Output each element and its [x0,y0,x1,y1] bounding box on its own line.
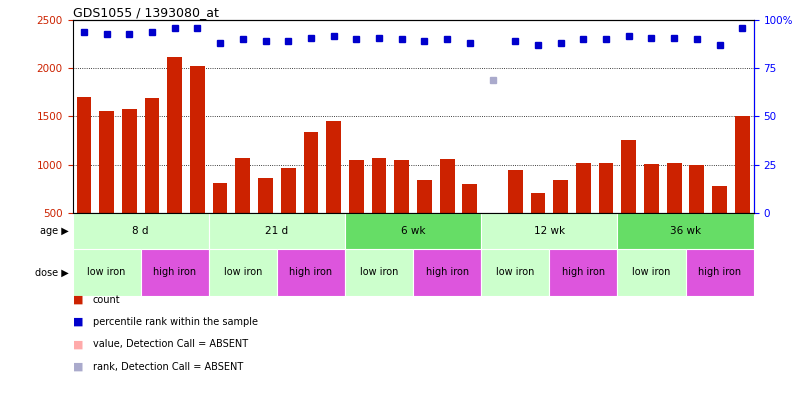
Text: GDS1055 / 1393080_at: GDS1055 / 1393080_at [73,6,218,19]
Bar [644,164,659,213]
Text: ■: ■ [73,362,83,371]
Bar [689,164,704,213]
Bar [209,213,345,249]
Text: percentile rank within the sample: percentile rank within the sample [93,317,258,327]
Bar [140,249,209,296]
Bar [485,213,500,255]
Bar [599,163,613,213]
Text: age ▶: age ▶ [39,226,69,236]
Text: high iron: high iron [562,267,605,277]
Bar [345,249,413,296]
Bar [73,213,209,249]
Bar [213,183,227,213]
Bar [530,194,546,213]
Bar [122,109,137,213]
Bar [73,249,140,296]
Text: ■: ■ [73,317,83,327]
Bar [168,57,182,213]
Bar [326,121,341,213]
Text: high iron: high iron [698,267,742,277]
Bar [550,249,617,296]
Bar [190,66,205,213]
Bar [417,180,432,213]
Bar [209,249,277,296]
Bar [440,159,455,213]
Bar [617,249,685,296]
Text: ■: ■ [73,339,83,349]
Bar [621,140,636,213]
Text: value, Detection Call = ABSENT: value, Detection Call = ABSENT [93,339,247,349]
Text: 6 wk: 6 wk [401,226,426,236]
Bar [508,170,522,213]
Bar [685,249,754,296]
Text: high iron: high iron [289,267,333,277]
Text: low iron: low iron [496,267,534,277]
Bar [463,184,477,213]
Text: dose ▶: dose ▶ [35,267,69,277]
Bar [345,213,481,249]
Bar [277,249,345,296]
Bar [144,98,160,213]
Bar [617,213,754,249]
Text: 36 wk: 36 wk [670,226,701,236]
Bar [280,168,296,213]
Bar [553,180,568,213]
Bar [99,111,114,213]
Text: low iron: low iron [223,267,262,277]
Bar [481,213,617,249]
Bar [304,132,318,213]
Text: high iron: high iron [426,267,469,277]
Bar [735,117,750,213]
Text: low iron: low iron [87,267,126,277]
Text: rank, Detection Call = ABSENT: rank, Detection Call = ABSENT [93,362,243,371]
Bar [372,158,386,213]
Text: low iron: low iron [359,267,398,277]
Bar [349,160,364,213]
Text: count: count [93,295,120,305]
Text: 21 d: 21 d [265,226,289,236]
Bar [77,97,91,213]
Text: 12 wk: 12 wk [534,226,565,236]
Bar [258,178,273,213]
Bar [667,163,682,213]
Bar [713,185,727,213]
Bar [235,158,250,213]
Text: low iron: low iron [632,267,671,277]
Text: ■: ■ [73,295,83,305]
Text: 8 d: 8 d [132,226,149,236]
Bar [481,249,550,296]
Bar [413,249,481,296]
Text: high iron: high iron [153,267,197,277]
Bar [394,160,409,213]
Bar [576,163,591,213]
